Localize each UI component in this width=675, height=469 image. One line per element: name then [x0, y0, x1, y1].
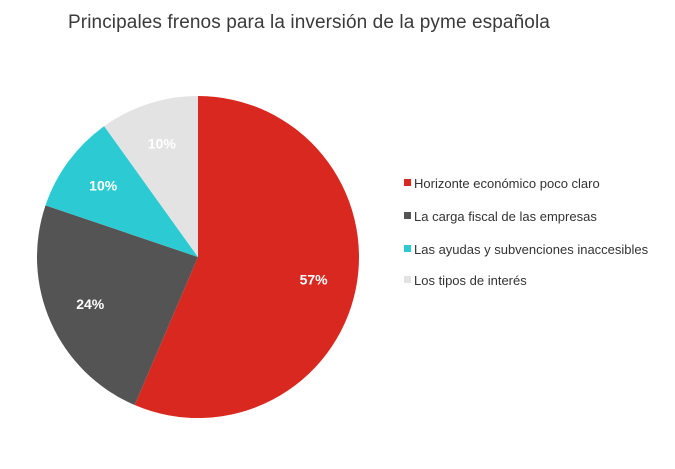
legend-swatch-ayudas: [404, 245, 411, 252]
legend-item-tipos: Los tipos de interés: [404, 272, 666, 289]
slice-label-horizonte: 57%: [300, 271, 329, 287]
slice-label-carga-fiscal: 24%: [76, 296, 105, 312]
legend-swatch-tipos: [404, 276, 411, 283]
legend-item-carga-fiscal: La carga fiscal de las empresas: [404, 208, 666, 225]
pie-slice-tipos: [104, 96, 198, 257]
legend-item-ayudas: Las ayudas y subvenciones inaccesibles: [404, 241, 666, 258]
legend-item-horizonte: Horizonte económico poco claro: [404, 175, 666, 192]
pie-slice-horizonte: [134, 96, 359, 418]
legend-label-carga-fiscal: La carga fiscal de las empresas: [414, 209, 597, 224]
legend: Horizonte económico poco claro La carga …: [404, 175, 666, 289]
legend-swatch-carga-fiscal: [404, 212, 411, 219]
legend-swatch-horizonte: [404, 179, 411, 186]
slice-label-ayudas: 10%: [89, 177, 118, 193]
slice-label-tipos: 10%: [148, 135, 177, 151]
pie-slice-carga-fiscal: [36, 205, 198, 406]
legend-label-ayudas: Las ayudas y subvenciones inaccesibles: [414, 242, 649, 257]
chart-title: Principales frenos para la inversión de …: [68, 12, 550, 33]
pie-slice-ayudas: [45, 126, 199, 257]
legend-label-horizonte: Horizonte económico poco claro: [414, 176, 600, 191]
legend-label-tipos: Los tipos de interés: [414, 273, 527, 288]
